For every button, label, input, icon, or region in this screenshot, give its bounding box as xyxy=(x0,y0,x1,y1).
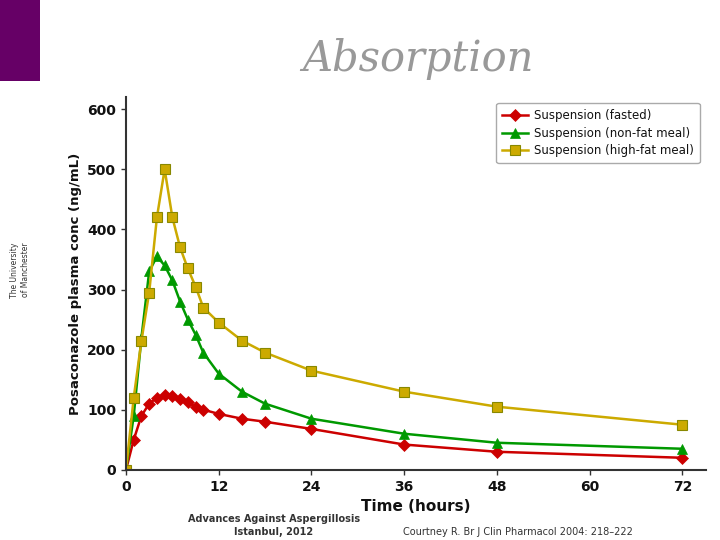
Suspension (non-fat meal) xyxy=(122,467,130,473)
Suspension (non-fat meal) xyxy=(184,316,192,323)
Suspension (non-fat meal) xyxy=(145,268,153,275)
Suspension (fasted) xyxy=(192,403,200,410)
Suspension (high-fat meal) xyxy=(261,349,269,356)
Suspension (non-fat meal) xyxy=(678,446,687,452)
Suspension (fasted) xyxy=(238,415,246,422)
Suspension (non-fat meal) xyxy=(215,370,223,377)
Suspension (fasted) xyxy=(261,418,269,425)
Suspension (non-fat meal) xyxy=(199,349,207,356)
Suspension (high-fat meal) xyxy=(192,284,200,290)
Suspension (high-fat meal) xyxy=(122,467,130,473)
Bar xyxy=(0,0,40,81)
Suspension (high-fat meal) xyxy=(145,289,153,296)
Suspension (non-fat meal) xyxy=(261,401,269,407)
Suspension (non-fat meal) xyxy=(400,430,408,437)
Suspension (non-fat meal) xyxy=(238,388,246,395)
Suspension (fasted) xyxy=(184,399,192,406)
Suspension (non-fat meal) xyxy=(307,415,316,422)
Suspension (high-fat meal) xyxy=(161,166,169,173)
Suspension (non-fat meal) xyxy=(176,298,184,305)
Suspension (high-fat meal) xyxy=(307,367,316,374)
Suspension (fasted) xyxy=(153,394,161,401)
Suspension (high-fat meal) xyxy=(130,394,138,401)
Suspension (fasted) xyxy=(199,407,207,413)
Line: Suspension (non-fat meal): Suspension (non-fat meal) xyxy=(121,252,688,475)
Suspension (high-fat meal) xyxy=(184,265,192,272)
Line: Suspension (fasted): Suspension (fasted) xyxy=(122,390,687,474)
Suspension (high-fat meal) xyxy=(168,214,176,221)
Y-axis label: Posaconazole plasma conc (ng/mL): Posaconazole plasma conc (ng/mL) xyxy=(68,152,82,415)
Suspension (high-fat meal) xyxy=(199,305,207,311)
Suspension (fasted) xyxy=(168,393,176,400)
Line: Suspension (high-fat meal): Suspension (high-fat meal) xyxy=(121,165,688,475)
Suspension (non-fat meal) xyxy=(161,262,169,269)
Suspension (high-fat meal) xyxy=(400,388,408,395)
Suspension (fasted) xyxy=(161,392,169,398)
Suspension (high-fat meal) xyxy=(137,338,145,344)
Suspension (fasted) xyxy=(215,410,223,417)
Suspension (fasted) xyxy=(492,449,501,455)
Suspension (high-fat meal) xyxy=(176,244,184,251)
Suspension (high-fat meal) xyxy=(238,338,246,344)
Suspension (high-fat meal) xyxy=(153,214,161,221)
Text: Advances Against Aspergillosis
Istanbul, 2012: Advances Against Aspergillosis Istanbul,… xyxy=(187,514,360,537)
Suspension (fasted) xyxy=(130,436,138,443)
Text: Courtney R. Br J Clin Pharmacol 2004: 218–222: Courtney R. Br J Clin Pharmacol 2004: 21… xyxy=(403,527,634,537)
X-axis label: Time (hours): Time (hours) xyxy=(361,499,471,514)
Text: The University
of Manchester: The University of Manchester xyxy=(11,242,30,298)
Suspension (non-fat meal) xyxy=(137,334,145,341)
Suspension (fasted) xyxy=(122,467,130,473)
Suspension (fasted) xyxy=(678,455,687,461)
Text: Absorption: Absorption xyxy=(302,38,534,80)
Suspension (non-fat meal) xyxy=(153,253,161,260)
Suspension (non-fat meal) xyxy=(130,413,138,419)
Suspension (non-fat meal) xyxy=(168,277,176,284)
Suspension (non-fat meal) xyxy=(192,332,200,338)
Suspension (high-fat meal) xyxy=(492,403,501,410)
Suspension (non-fat meal) xyxy=(492,440,501,446)
Suspension (fasted) xyxy=(307,426,316,432)
Suspension (high-fat meal) xyxy=(215,319,223,326)
Suspension (fasted) xyxy=(137,413,145,419)
Suspension (high-fat meal) xyxy=(678,422,687,428)
Suspension (fasted) xyxy=(176,396,184,402)
Suspension (fasted) xyxy=(400,441,408,448)
Suspension (fasted) xyxy=(145,401,153,407)
Legend: Suspension (fasted), Suspension (non-fat meal), Suspension (high-fat meal): Suspension (fasted), Suspension (non-fat… xyxy=(496,103,700,164)
